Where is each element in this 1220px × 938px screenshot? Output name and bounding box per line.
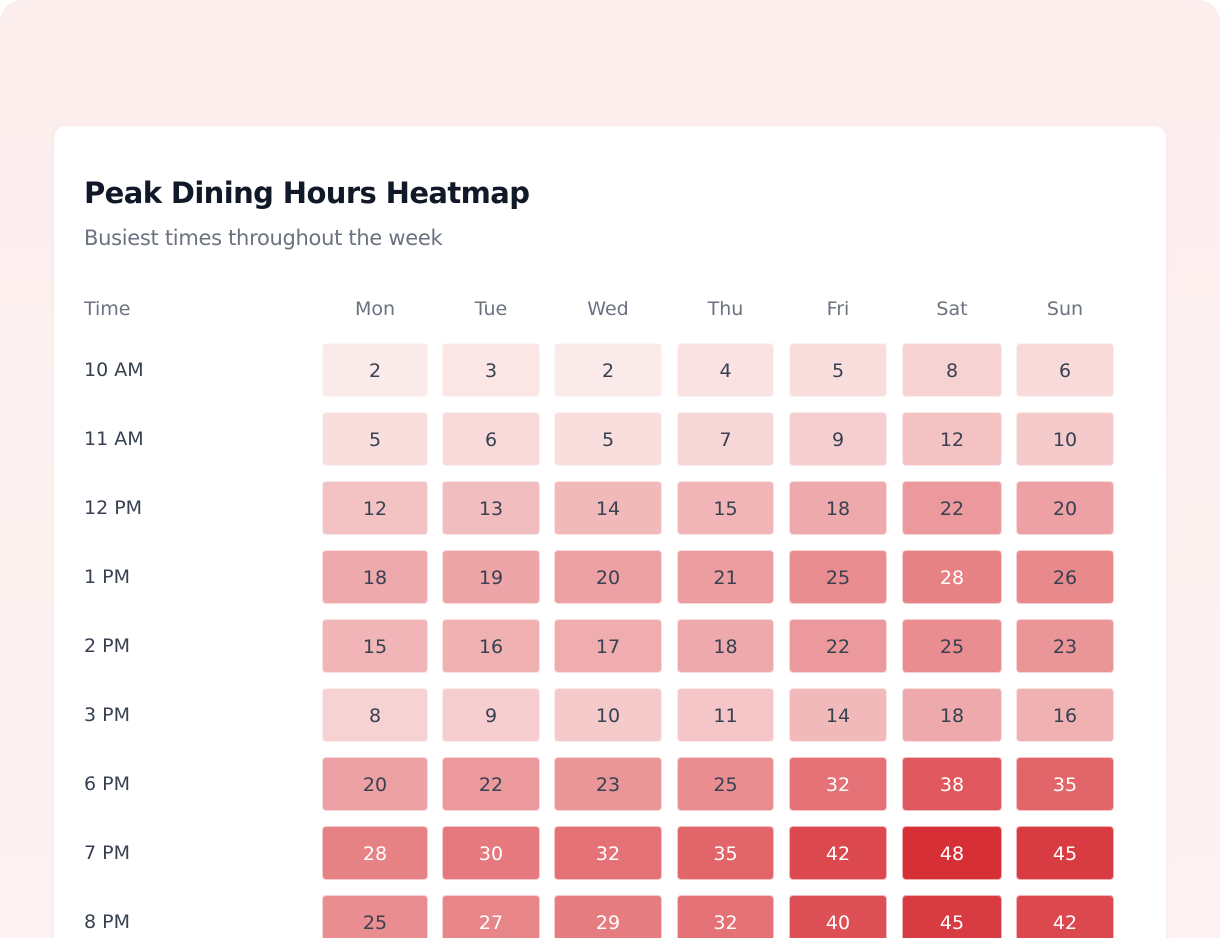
chart-title: Peak Dining Hours Heatmap [84, 176, 530, 210]
heatmap-cell[interactable]: 35 [677, 826, 774, 880]
heatmap-cell[interactable]: 26 [1016, 550, 1114, 604]
heatmap-cell[interactable]: 25 [789, 550, 887, 604]
heatmap-cell[interactable]: 14 [789, 688, 887, 742]
heatmap-cell[interactable]: 19 [442, 550, 540, 604]
heatmap-cell[interactable]: 42 [1016, 895, 1114, 938]
heatmap-cell[interactable]: 9 [789, 412, 887, 466]
day-header-thu: Thu [707, 298, 744, 320]
time-label: 2 PM [84, 635, 130, 657]
heatmap-cell[interactable]: 11 [677, 688, 774, 742]
heatmap-cell[interactable]: 10 [554, 688, 662, 742]
heatmap-cell[interactable]: 16 [1016, 688, 1114, 742]
heatmap-cell[interactable]: 18 [677, 619, 774, 673]
heatmap-cell[interactable]: 23 [1016, 619, 1114, 673]
time-label: 7 PM [84, 842, 130, 864]
heatmap-cell[interactable]: 45 [1016, 826, 1114, 880]
heatmap-cell[interactable]: 9 [442, 688, 540, 742]
heatmap-cell[interactable]: 30 [442, 826, 540, 880]
heatmap-cell[interactable]: 21 [677, 550, 774, 604]
heatmap-cell[interactable]: 10 [1016, 412, 1114, 466]
heatmap-cell[interactable]: 35 [1016, 757, 1114, 811]
day-header-fri: Fri [826, 298, 850, 320]
heatmap-cell[interactable]: 16 [442, 619, 540, 673]
heatmap-cell[interactable]: 14 [554, 481, 662, 535]
heatmap-cell[interactable]: 5 [322, 412, 428, 466]
heatmap-cell[interactable]: 28 [902, 550, 1002, 604]
heatmap-cell[interactable]: 5 [554, 412, 662, 466]
heatmap-cell[interactable]: 13 [442, 481, 540, 535]
heatmap-cell[interactable]: 20 [1016, 481, 1114, 535]
heatmap-cell[interactable]: 12 [322, 481, 428, 535]
heatmap-cell[interactable]: 38 [902, 757, 1002, 811]
heatmap-cell[interactable]: 32 [554, 826, 662, 880]
heatmap-cell[interactable]: 4 [677, 343, 774, 397]
day-header-sat: Sat [936, 298, 968, 320]
time-label: 1 PM [84, 566, 130, 588]
time-label: 12 PM [84, 497, 143, 519]
heatmap-cell[interactable]: 6 [442, 412, 540, 466]
heatmap-cell[interactable]: 8 [902, 343, 1002, 397]
heatmap-cell[interactable]: 2 [322, 343, 428, 397]
heatmap-cell[interactable]: 42 [789, 826, 887, 880]
heatmap-cell[interactable]: 3 [442, 343, 540, 397]
day-header-wed: Wed [587, 298, 629, 320]
chart-subtitle: Busiest times throughout the week [84, 226, 443, 250]
heatmap-cell[interactable]: 20 [554, 550, 662, 604]
heatmap-cell[interactable]: 28 [322, 826, 428, 880]
time-column-header: Time [84, 298, 131, 320]
heatmap-cell[interactable]: 25 [902, 619, 1002, 673]
heatmap-cell[interactable]: 48 [902, 826, 1002, 880]
heatmap-cell[interactable]: 32 [677, 895, 774, 938]
heatmap-cell[interactable]: 15 [322, 619, 428, 673]
heatmap-cell[interactable]: 2 [554, 343, 662, 397]
heatmap-cell[interactable]: 12 [902, 412, 1002, 466]
heatmap-cell[interactable]: 45 [902, 895, 1002, 938]
heatmap-cell[interactable]: 17 [554, 619, 662, 673]
time-label: 10 AM [84, 359, 144, 381]
time-label: 3 PM [84, 704, 130, 726]
heatmap-cell[interactable]: 27 [442, 895, 540, 938]
heatmap-cell[interactable]: 22 [902, 481, 1002, 535]
heatmap-cell[interactable]: 29 [554, 895, 662, 938]
heatmap-cell[interactable]: 22 [442, 757, 540, 811]
heatmap-cell[interactable]: 23 [554, 757, 662, 811]
heatmap-card: Peak Dining Hours Heatmap Busiest times … [54, 126, 1166, 938]
heatmap-cell[interactable]: 8 [322, 688, 428, 742]
heatmap-cell[interactable]: 6 [1016, 343, 1114, 397]
time-label: 8 PM [84, 911, 130, 933]
heatmap-cell[interactable]: 15 [677, 481, 774, 535]
heatmap-cell[interactable]: 25 [677, 757, 774, 811]
heatmap-cell[interactable]: 18 [322, 550, 428, 604]
heatmap-cell[interactable]: 20 [322, 757, 428, 811]
time-label: 11 AM [84, 428, 144, 450]
heatmap-cell[interactable]: 25 [322, 895, 428, 938]
day-header-tue: Tue [474, 298, 508, 320]
heatmap-cell[interactable]: 18 [902, 688, 1002, 742]
heatmap-cell[interactable]: 5 [789, 343, 887, 397]
day-header-mon: Mon [354, 298, 396, 320]
time-label: 6 PM [84, 773, 130, 795]
day-header-sun: Sun [1046, 298, 1084, 320]
heatmap-cell[interactable]: 32 [789, 757, 887, 811]
heatmap-cell[interactable]: 40 [789, 895, 887, 938]
heatmap-cell[interactable]: 22 [789, 619, 887, 673]
heatmap-cell[interactable]: 18 [789, 481, 887, 535]
heatmap-cell[interactable]: 7 [677, 412, 774, 466]
